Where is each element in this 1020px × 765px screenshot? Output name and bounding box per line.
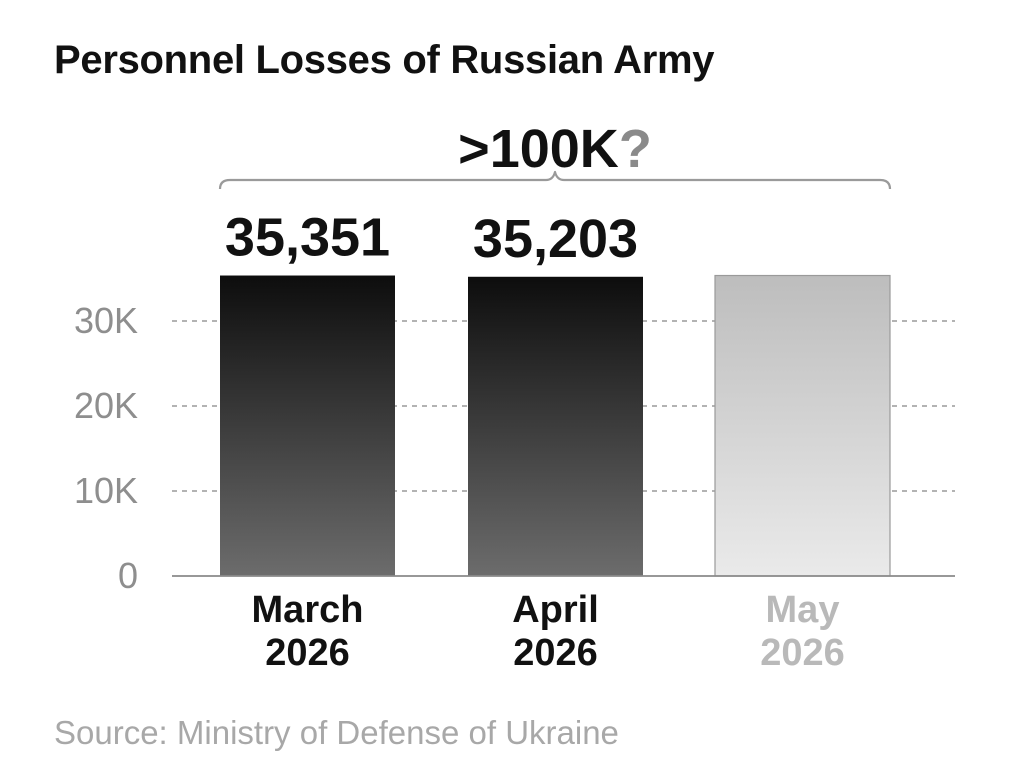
annotation-question-mark: ?: [619, 119, 652, 179]
x-category-label: May: [766, 589, 840, 631]
y-tick-label: 30K: [74, 300, 138, 341]
y-tick-label: 20K: [74, 385, 138, 426]
x-category-label: 2026: [265, 632, 350, 674]
x-category-label: March: [252, 589, 364, 631]
annotation: >100K?: [218, 119, 892, 190]
y-axis-ticks: 0 10K 20K 30K: [74, 300, 138, 596]
x-category-label: April: [512, 589, 599, 631]
brace-bracket: [218, 170, 892, 190]
annotation-label: >100K?: [458, 119, 652, 179]
bar-value-label: 35,351: [225, 208, 390, 268]
y-tick-label: 10K: [74, 470, 138, 511]
bar-value-label: 35,203: [473, 209, 638, 269]
x-category-label: 2026: [760, 632, 845, 674]
bar: [468, 276, 643, 576]
bar-projected: [714, 274, 891, 577]
bars: 35,351 35,203: [220, 208, 891, 577]
chart-title: Personnel Losses of Russian Army: [54, 38, 715, 82]
bar: [220, 275, 395, 576]
y-tick-label: 0: [118, 555, 138, 596]
annotation-main-text: >100K: [458, 119, 619, 179]
source-note: Source: Ministry of Defense of Ukraine: [54, 714, 619, 751]
x-category-label: 2026: [513, 632, 598, 674]
